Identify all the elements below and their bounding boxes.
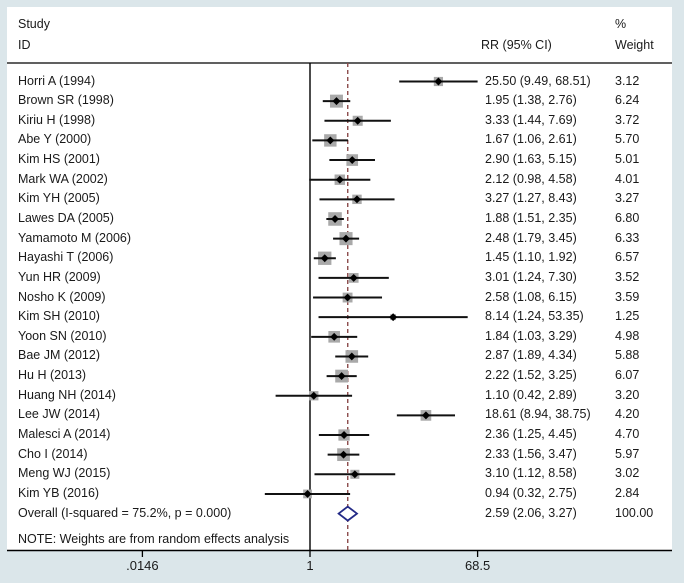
rr-ci-value: 3.10 (1.12, 8.58) [485,466,577,481]
study-label: Yun HR (2009) [18,269,101,284]
point-estimate [309,391,318,400]
rr-ci-value: 3.27 (1.27, 8.43) [485,191,577,206]
study-label: Meng WJ (2015) [18,466,111,481]
study-label: Mark WA (2002) [18,171,108,186]
point-estimate [340,431,349,439]
rr-ci-value: 8.14 (1.24, 53.35) [485,309,584,324]
rr-ci-value: 25.50 (9.49, 68.51) [485,73,591,88]
weight-value: 6.07 [615,368,640,383]
study-label: Kim SH (2010) [18,309,100,324]
rr-ci-value: 2.12 (0.98, 4.58) [485,171,577,186]
point-estimate [347,352,356,361]
point-estimate [348,156,357,165]
study-label: Cho I (2014) [18,446,88,461]
study-label: Hayashi T (2006) [18,250,114,265]
col-header-pct: % [615,17,627,31]
weight-value: 3.72 [615,112,640,127]
weight-value: 4.98 [615,328,640,343]
study-label: Kim HS (2001) [18,152,100,167]
point-estimate [303,489,312,498]
rr-ci-value: 2.90 (1.63, 5.15) [485,152,577,167]
point-estimate [342,234,350,243]
x-axis-tick-label: 1 [306,558,314,573]
rr-ci-value: 1.84 (1.03, 3.29) [485,328,577,343]
study-label: Nosho K (2009) [18,289,106,304]
study-label: Yamamoto M (2006) [18,230,132,245]
x-axis-tick-label: .0146 [126,558,159,573]
weight-value: 6.57 [615,250,640,265]
weight-value: 5.70 [615,132,640,147]
study-label: Kim YH (2005) [18,191,100,206]
point-estimate [331,215,339,223]
rr-ci-value: 0.94 (0.32, 2.75) [485,485,577,500]
note-text: NOTE: Weights are from random effects an… [18,532,290,546]
weight-value: 4.70 [615,427,640,442]
col-header-id: ID [18,38,31,52]
rr-ci-value: 2.48 (1.79, 3.45) [485,230,577,245]
study-label: Hu H (2013) [18,368,87,383]
point-estimate [339,450,348,459]
study-label: Lawes DA (2005) [18,210,114,225]
weight-value: 3.12 [615,73,640,88]
col-header-study: Study [18,17,50,31]
rr-ci-value: 3.01 (1.24, 7.30) [485,269,577,284]
point-estimate [349,273,358,282]
study-label: Bae JM (2012) [18,348,100,363]
rr-ci-value: 1.95 (1.38, 2.76) [485,93,577,108]
weight-value: 3.27 [615,191,640,206]
weight-value: 100.00 [615,505,654,520]
rr-ci-value: 2.33 (1.56, 3.47) [485,446,577,461]
rr-ci-value: 1.45 (1.10, 1.92) [485,250,577,265]
rr-ci-value: 1.88 (1.51, 2.35) [485,210,577,225]
study-label: Yoon SN (2010) [18,328,107,343]
study-label: Kiriu H (1998) [18,112,96,127]
weight-value: 6.33 [615,230,640,245]
study-label: Brown SR (1998) [18,93,114,108]
point-estimate [335,175,344,184]
study-label: Horri A (1994) [18,73,96,88]
weight-value: 6.24 [615,93,640,108]
overall-diamond [337,505,359,522]
overall-label: Overall (I-squared = 75.2%, p = 0.000) [18,505,232,520]
weight-value: 3.20 [615,387,640,402]
weight-value: 3.02 [615,466,640,481]
rr-ci-value: 1.67 (1.06, 2.61) [485,132,577,147]
rr-ci-value: 1.10 (0.42, 2.89) [485,387,577,402]
study-label: Abe Y (2000) [18,132,92,147]
weight-value: 4.20 [615,407,640,422]
weight-value: 3.52 [615,269,640,284]
rr-ci-value: 18.61 (8.94, 38.75) [485,407,591,422]
study-label: Malesci A (2014) [18,427,111,442]
point-estimate [330,332,339,341]
x-axis-tick-label: 68.5 [464,558,491,573]
rr-ci-value: 2.58 (1.08, 6.15) [485,289,577,304]
point-estimate [389,313,398,322]
rr-ci-value: 3.33 (1.44, 7.69) [485,112,577,127]
weight-value: 5.88 [615,348,640,363]
study-label: Lee JW (2014) [18,407,100,422]
point-estimate [350,470,359,479]
rr-ci-value: 2.22 (1.52, 3.25) [485,368,577,383]
weight-value: 3.59 [615,289,640,304]
point-estimate [343,293,352,302]
col-header-rr: RR (95% CI) [481,38,552,52]
point-estimate [337,372,346,381]
col-header-weight: Weight [615,38,654,52]
weight-value: 1.25 [615,309,640,324]
point-estimate [353,195,361,204]
study-label: Kim YB (2016) [18,485,100,500]
weight-value: 6.80 [615,210,640,225]
point-estimate [421,411,430,420]
rr-ci-value: 2.36 (1.25, 4.45) [485,427,577,442]
weight-value: 5.97 [615,446,640,461]
weight-value: 2.84 [615,485,640,500]
rr-ci-value: 2.59 (2.06, 3.27) [485,505,577,520]
weight-value: 4.01 [615,171,640,186]
point-estimate [326,136,335,145]
rr-ci-value: 2.87 (1.89, 4.34) [485,348,577,363]
study-label: Huang NH (2014) [18,387,116,402]
weight-value: 5.01 [615,152,640,167]
